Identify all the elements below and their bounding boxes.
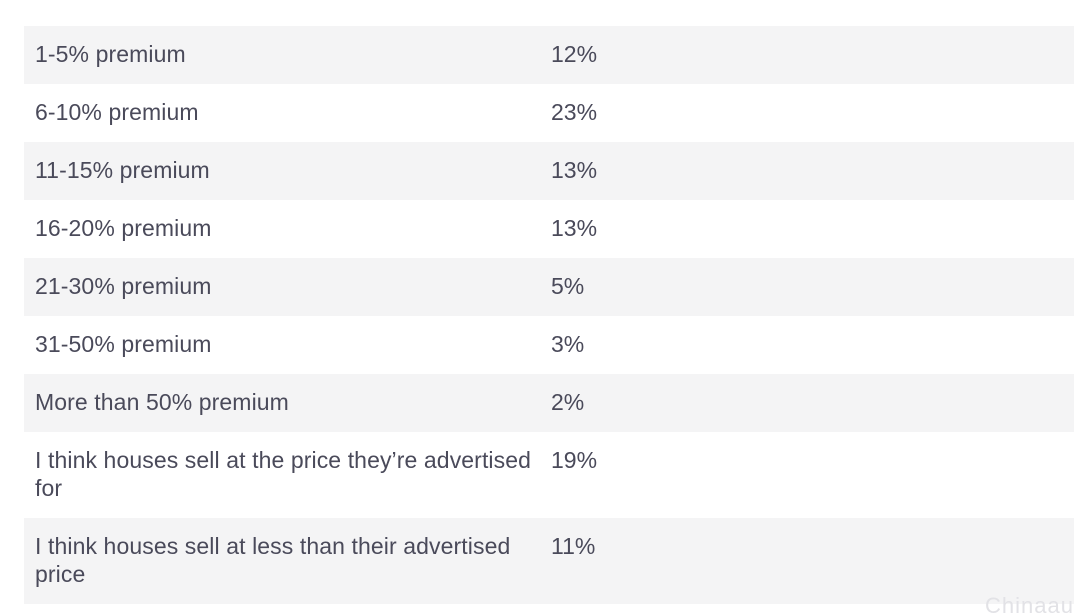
survey-results-table: 1-5% premium 12% 6-10% premium 23% 11-15… xyxy=(24,26,1074,604)
table-row: More than 50% premium 2% xyxy=(24,374,1074,432)
table-row: I think houses sell at less than their a… xyxy=(24,518,1074,604)
watermark: Chinaau xyxy=(985,593,1074,613)
row-label: I think houses sell at the price they’re… xyxy=(35,447,532,501)
row-value: 13% xyxy=(551,157,598,183)
row-label: 16-20% premium xyxy=(35,215,212,241)
table-row: 11-15% premium 13% xyxy=(24,142,1074,200)
row-label: More than 50% premium xyxy=(35,389,289,415)
table-row: 31-50% premium 3% xyxy=(24,316,1074,374)
row-value: 5% xyxy=(551,273,585,299)
row-value: 23% xyxy=(551,99,598,125)
table-row: 21-30% premium 5% xyxy=(24,258,1074,316)
table-row: 6-10% premium 23% xyxy=(24,84,1074,142)
row-value: 13% xyxy=(551,215,598,241)
row-value: 19% xyxy=(551,447,598,473)
row-value: 12% xyxy=(551,41,598,67)
row-label: I think houses sell at less than their a… xyxy=(35,533,511,587)
row-value: 11% xyxy=(551,533,596,559)
row-value: 3% xyxy=(551,331,585,357)
row-label: 21-30% premium xyxy=(35,273,212,299)
row-label: 6-10% premium xyxy=(35,99,199,125)
row-value: 2% xyxy=(551,389,585,415)
row-label: 31-50% premium xyxy=(35,331,212,357)
row-label: 1-5% premium xyxy=(35,41,186,67)
row-label: 11-15% premium xyxy=(35,157,210,183)
table-row: 1-5% premium 12% xyxy=(24,26,1074,84)
table-row: I think houses sell at the price they’re… xyxy=(24,432,1074,518)
table-row: 16-20% premium 13% xyxy=(24,200,1074,258)
